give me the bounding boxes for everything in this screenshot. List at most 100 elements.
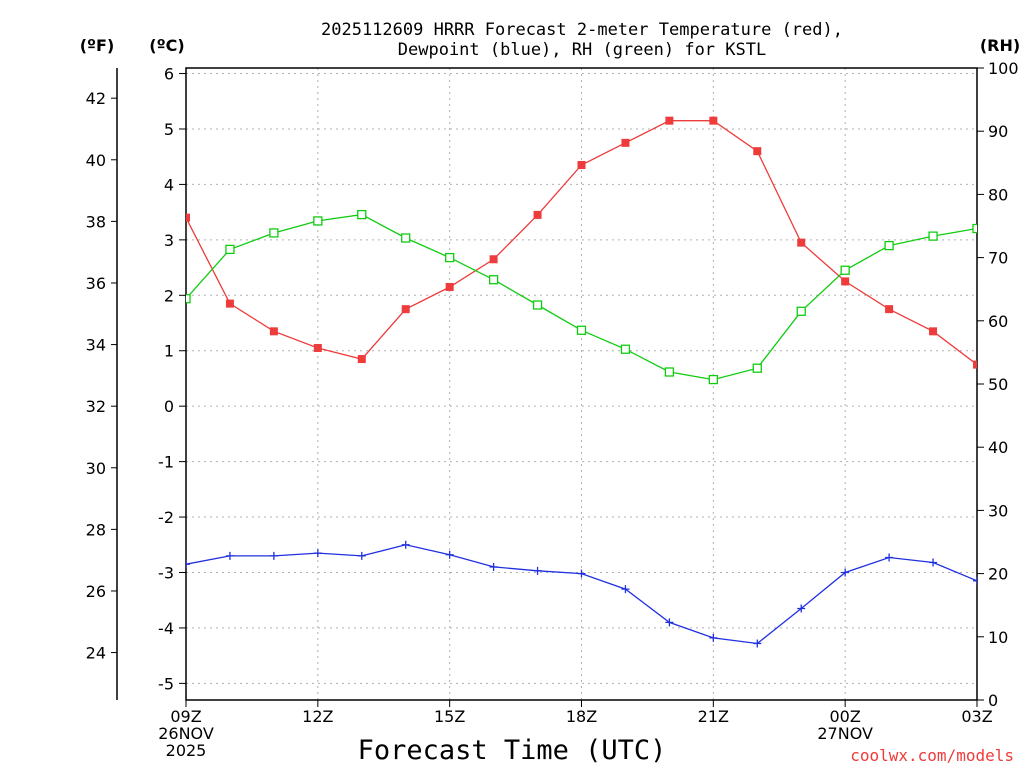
- temperature-point: [225, 299, 234, 308]
- temperature-point: [973, 360, 977, 369]
- rh-point: [972, 223, 977, 234]
- celsius-tick-label: 2: [164, 286, 174, 305]
- celsius-tick-label: -2: [158, 508, 174, 527]
- x-tick-label: 2025: [166, 741, 207, 760]
- temperature-point: [709, 116, 718, 125]
- series-layer: [186, 116, 977, 648]
- rh-point: [576, 325, 587, 335]
- celsius-tick-label: -4: [158, 619, 174, 638]
- rh-tick-label: 40: [988, 438, 1008, 457]
- fahrenheit-tick-label: 32: [86, 397, 106, 416]
- celsius-tick-label: -1: [158, 453, 174, 472]
- fahrenheit-tick-label: 34: [86, 336, 106, 355]
- x-tick-label: 18Z: [566, 707, 597, 726]
- fahrenheit-tick-label: 40: [86, 151, 106, 170]
- rh-tick-label: 10: [988, 628, 1008, 647]
- temperature-point: [797, 238, 806, 247]
- rh-point: [357, 209, 367, 220]
- fahrenheit-tick-label: 28: [86, 520, 106, 539]
- celsius-unit-label: (ºC): [149, 36, 184, 55]
- x-tick-label: 21Z: [698, 707, 729, 726]
- rh-point: [401, 233, 411, 243]
- rh-tick-label: 90: [988, 122, 1008, 141]
- chart-title-line-1: 2025112609 HRRR Forecast 2-meter Tempera…: [321, 20, 843, 40]
- dewpoint-point: [445, 550, 454, 559]
- chart-title-line-2: Dewpoint (blue), RH (green) for KSTL: [398, 40, 766, 60]
- series-rh: [186, 209, 977, 385]
- rh-point: [186, 294, 191, 304]
- x-tick-label: 09Z: [170, 707, 201, 726]
- x-tick-label: 26NOV: [158, 724, 214, 743]
- dewpoint-point: [357, 551, 366, 560]
- rh-point: [532, 300, 543, 310]
- fahrenheit-tick-label: 24: [86, 644, 106, 663]
- rh-point: [488, 275, 499, 285]
- rh-point: [752, 363, 762, 373]
- celsius-tick-label: 6: [164, 65, 174, 84]
- rh-tick-label: 80: [988, 185, 1008, 204]
- rh-tick-label: 30: [988, 501, 1008, 520]
- temperature-point: [313, 343, 322, 352]
- rh-point: [225, 244, 235, 255]
- rh-point: [708, 374, 718, 385]
- celsius-tick-label: -3: [158, 563, 174, 582]
- rh-unit-label: (RH): [980, 36, 1020, 55]
- rh-tick-label: 100: [988, 59, 1019, 78]
- celsius-tick-label: 5: [164, 120, 174, 139]
- fahrenheit-tick-label: 26: [86, 582, 106, 601]
- rh-point: [313, 216, 323, 226]
- x-tick-label: 12Z: [302, 707, 333, 726]
- fahrenheit-tick-label: 30: [86, 459, 106, 478]
- temperature-point: [841, 277, 850, 286]
- fahrenheit-unit-label: (ºF): [80, 36, 115, 55]
- rh-tick-label: 20: [988, 565, 1008, 584]
- rh-point: [269, 228, 279, 238]
- rh-tick-label: 0: [988, 691, 998, 710]
- rh-tick-label: 70: [988, 249, 1008, 268]
- temperature-point: [269, 327, 278, 336]
- x-tick-label: 27NOV: [817, 724, 873, 743]
- rh-tick-label: 50: [988, 375, 1008, 394]
- x-tick-label: 00Z: [830, 707, 861, 726]
- dewpoint-point: [797, 604, 806, 613]
- rh-point: [620, 344, 631, 354]
- series-temperature: [186, 116, 977, 369]
- temperature-point: [621, 138, 630, 147]
- celsius-tick-label: 4: [164, 175, 174, 194]
- dewpoint-point: [973, 576, 977, 585]
- rh-point: [884, 240, 894, 251]
- dewpoint-point: [621, 585, 630, 594]
- temperature-point: [753, 147, 762, 156]
- celsius-tick-label: 3: [164, 231, 174, 250]
- dewpoint-point: [885, 553, 894, 562]
- rh-point: [664, 367, 675, 377]
- x-axis-label: Forecast Time (UTC): [358, 735, 667, 766]
- dewpoint-point: [225, 551, 234, 560]
- temperature-point: [489, 255, 498, 264]
- fahrenheit-tick-label: 38: [86, 212, 106, 231]
- x-tick-label: 03Z: [961, 707, 992, 726]
- temperature-point: [885, 305, 894, 314]
- x-tick-label: 15Z: [434, 707, 465, 726]
- series-dewpoint: [186, 540, 977, 648]
- dewpoint-point: [929, 558, 938, 567]
- dewpoint-point: [577, 569, 586, 578]
- temperature-point: [186, 213, 190, 222]
- temperature-point: [577, 161, 586, 170]
- credit-text: coolwx.com/models: [850, 746, 1014, 765]
- celsius-tick-label: 0: [164, 397, 174, 416]
- temperature-point: [533, 210, 542, 219]
- dewpoint-point: [313, 549, 322, 558]
- temperature-point: [665, 116, 674, 125]
- rh-point: [445, 252, 455, 263]
- dewpoint-point: [489, 562, 498, 571]
- celsius-tick-label: 1: [164, 342, 174, 361]
- celsius-tick-label: -5: [158, 674, 174, 693]
- rh-tick-label: 60: [988, 312, 1008, 331]
- dewpoint-point: [709, 633, 718, 642]
- dewpoint-point: [841, 568, 850, 577]
- dewpoint-point: [269, 551, 278, 560]
- fahrenheit-tick-label: 42: [86, 89, 106, 108]
- dewpoint-point: [186, 560, 190, 569]
